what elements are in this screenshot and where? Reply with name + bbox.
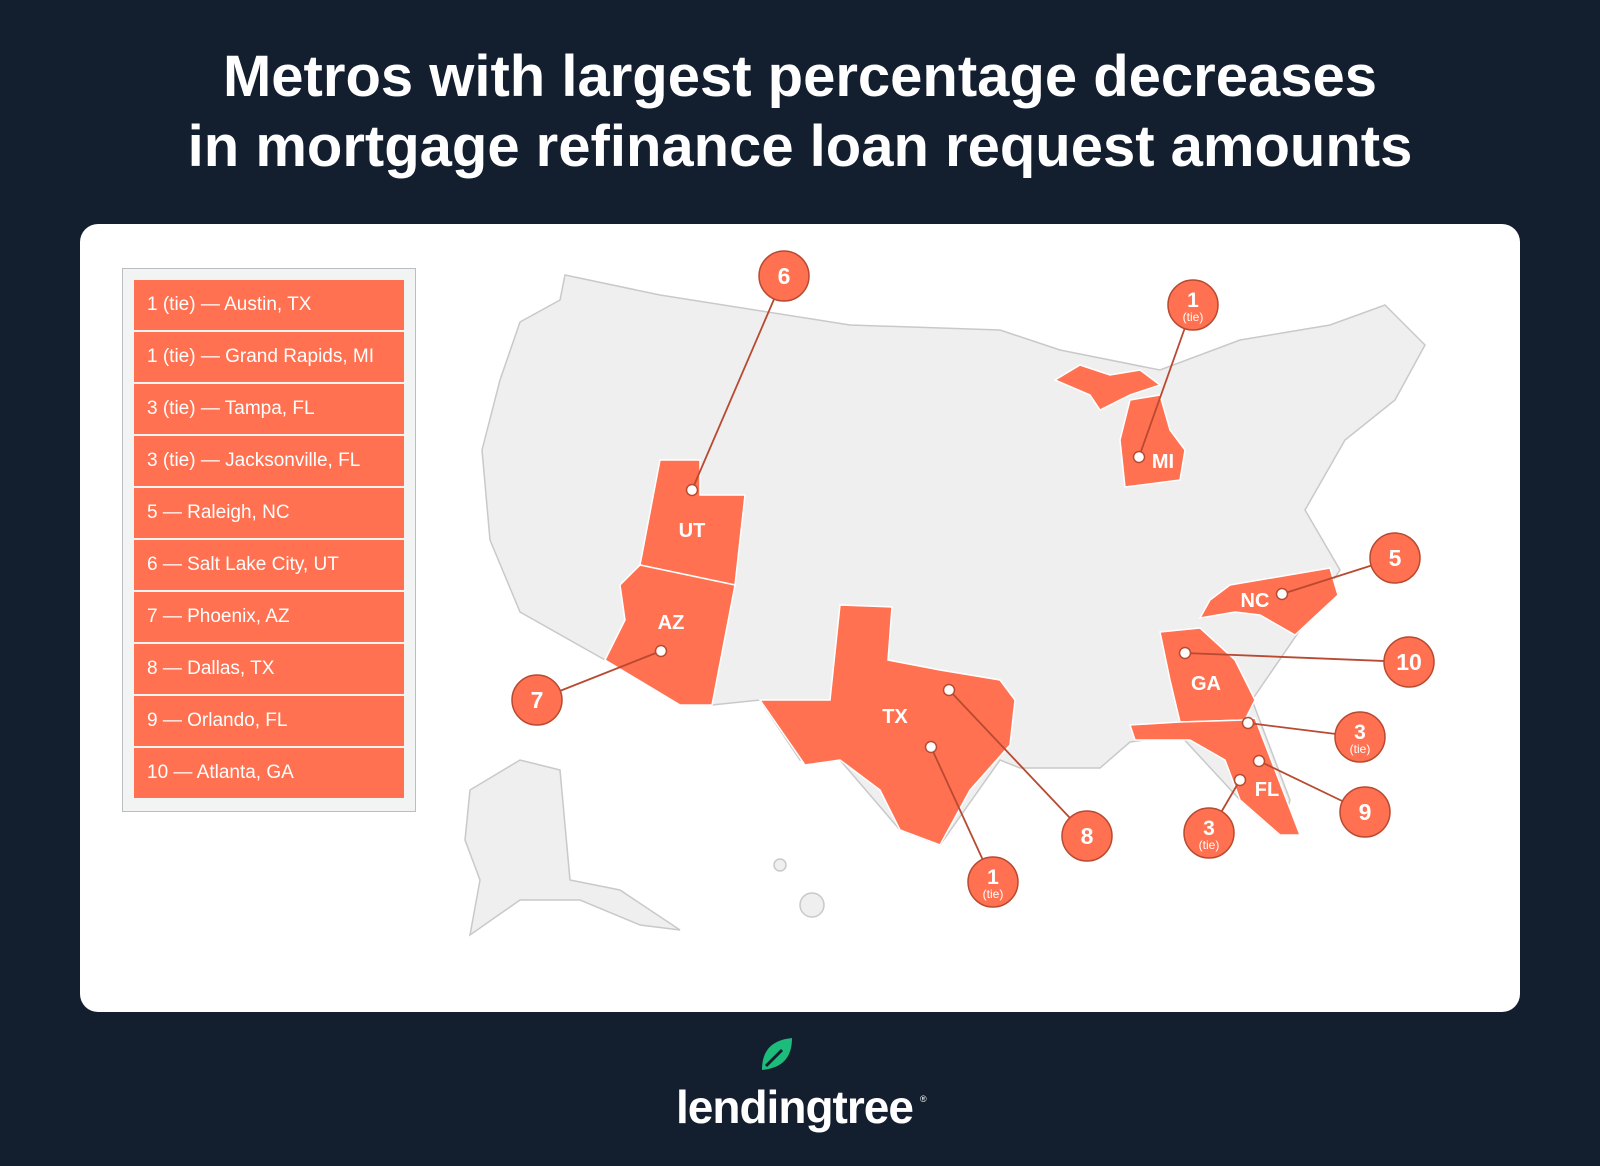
rank-callout: 1(tie) [924, 740, 1019, 908]
rank-callout: 1(tie) [1132, 279, 1219, 464]
state-tx [758, 604, 1016, 846]
rank-number: 1 [987, 866, 999, 889]
rank-badge [1061, 810, 1113, 862]
rank-callout: 9 [1252, 754, 1391, 838]
ranking-legend: 1 (tie) — Austin, TX 1 (tie) — Grand Rapi… [122, 268, 416, 812]
state-label-ga: GA [1191, 673, 1221, 695]
metro-location-dot [1241, 716, 1255, 730]
state-fl [1128, 717, 1302, 836]
page-title: Metros with largest percentage decreases… [0, 42, 1600, 182]
rank-number: 3 [1354, 721, 1366, 744]
legend-item: 9 — Orlando, FL [134, 696, 404, 746]
rank-callout: 7 [511, 644, 668, 726]
callout-leader-line [691, 275, 785, 491]
legend-item: 5 — Raleigh, NC [134, 488, 404, 538]
rank-number: 7 [531, 687, 544, 713]
state-label-az: AZ [658, 612, 685, 634]
rank-number: 10 [1396, 649, 1422, 675]
legend-item: 7 — Phoenix, AZ [134, 592, 404, 642]
state-mi-upper [1053, 364, 1162, 411]
rank-callout: 5 [1275, 532, 1421, 601]
metro-location-dot [685, 483, 699, 497]
state-label-ut: UT [679, 520, 706, 542]
rank-badge [1339, 786, 1391, 838]
rank-number: 6 [778, 263, 791, 289]
metro-location-dot [1132, 450, 1146, 464]
tie-label: (tie) [1199, 838, 1220, 852]
lendingtree-logo: lendingtree ® [676, 1038, 936, 1133]
state-mi-lower [1119, 394, 1186, 488]
state-label-nc: NC [1241, 590, 1270, 612]
legend-item: 1 (tie) — Austin, TX [134, 280, 404, 330]
legend-item: 6 — Salt Lake City, UT [134, 540, 404, 590]
title-line-2: in mortgage refinance loan request amoun… [187, 114, 1413, 179]
rank-callout: 10 [1178, 636, 1435, 688]
callout-leader-line [1138, 304, 1194, 458]
hawaii-base [799, 892, 825, 918]
rank-badge [1167, 279, 1219, 331]
rank-callout: 3(tie) [1183, 773, 1247, 859]
rank-callout: 6 [685, 250, 810, 497]
callout-leader-line [1184, 652, 1410, 663]
state-label-mi: MI [1152, 451, 1174, 473]
legend-item: 8 — Dallas, TX [134, 644, 404, 694]
metro-location-dot [654, 644, 668, 658]
rank-callout: 8 [942, 683, 1113, 862]
rank-badge [511, 674, 563, 726]
state-az [604, 564, 736, 706]
tie-label: (tie) [983, 887, 1004, 901]
alaska-base [464, 759, 681, 937]
legend-item: 10 — Atlanta, GA [134, 748, 404, 798]
tie-label: (tie) [1183, 310, 1204, 324]
metro-location-dot [1275, 587, 1289, 601]
rank-number: 5 [1389, 545, 1402, 571]
rank-badge [967, 856, 1019, 908]
rank-badge [1334, 711, 1386, 763]
tie-label: (tie) [1350, 742, 1371, 756]
rank-number: 3 [1203, 817, 1215, 840]
rank-badge [1383, 636, 1435, 688]
metro-location-dot [942, 683, 956, 697]
title-line-1: Metros with largest percentage decreases [222, 44, 1378, 109]
metro-location-dot [1178, 646, 1192, 660]
rank-number: 1 [1187, 289, 1199, 312]
rank-badge [1369, 532, 1421, 584]
rank-badge [758, 250, 810, 302]
rank-number: 8 [1081, 823, 1094, 849]
state-label-fl: FL [1255, 779, 1279, 801]
state-nc [1198, 567, 1339, 636]
rank-callout: 3(tie) [1241, 711, 1386, 763]
metro-location-dot [1252, 754, 1266, 768]
callout-leader-line [948, 689, 1088, 837]
legend-item: 3 (tie) — Jacksonville, FL [134, 436, 404, 486]
legend-item: 3 (tie) — Tampa, FL [134, 384, 404, 434]
metro-location-dot [924, 740, 938, 754]
state-label-tx: TX [882, 706, 908, 728]
hawaii-base [773, 858, 787, 872]
legend-item: 1 (tie) — Grand Rapids, MI [134, 332, 404, 382]
leaf-icon [762, 1038, 792, 1070]
rank-badge [1183, 807, 1235, 859]
metro-location-dot [1233, 773, 1247, 787]
rank-number: 9 [1359, 799, 1372, 825]
